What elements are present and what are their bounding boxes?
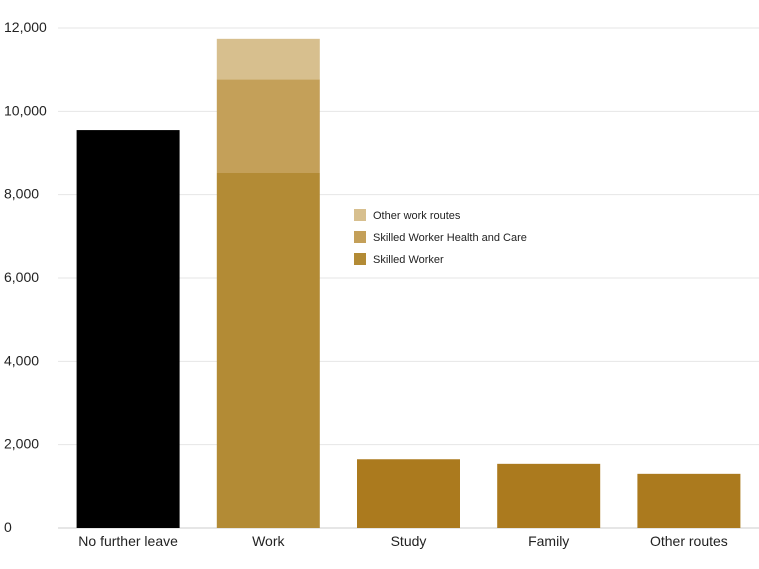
y-tick-label: 10,000 — [4, 102, 47, 118]
x-tick-label: Study — [391, 533, 427, 549]
legend-item: Skilled Worker Health and Care — [354, 231, 527, 244]
legend-label: Other work routes — [373, 210, 461, 222]
x-tick-label: Other routes — [650, 533, 728, 549]
y-tick-label: 2,000 — [4, 436, 39, 452]
bar-family — [497, 463, 601, 528]
bar-no-further-leave — [76, 130, 180, 529]
y-tick-label: 0 — [4, 519, 12, 535]
legend-swatch — [354, 209, 366, 221]
bar-segment-skilled-worker-health-and-care — [216, 79, 320, 173]
legend-item: Other work routes — [354, 209, 461, 222]
x-tick-label: No further leave — [78, 533, 178, 549]
bar-segment-skilled-worker — [216, 173, 320, 528]
y-tick-label: 8,000 — [4, 186, 39, 202]
legend-label: Skilled Worker — [373, 254, 444, 266]
x-axis-tick-labels: No further leave Work Study Family Other rou… — [78, 533, 728, 549]
x-tick-label: Family — [528, 533, 569, 549]
legend-label: Skilled Worker Health and Care — [373, 232, 527, 244]
x-tick-label: Work — [252, 533, 285, 549]
legend-swatch — [354, 253, 366, 265]
bar-other-routes — [637, 473, 741, 528]
y-tick-label: 6,000 — [4, 269, 39, 285]
bar-segment-other-work-routes — [216, 38, 320, 80]
y-tick-label: 4,000 — [4, 352, 39, 368]
bar-study — [357, 459, 460, 528]
y-tick-label: 12,000 — [4, 19, 47, 35]
legend: Other work routes Skilled Worker Health a… — [354, 209, 527, 266]
legend-swatch — [354, 231, 366, 243]
legend-item: Skilled Worker — [354, 253, 444, 266]
y-axis-tick-labels: 0 2,000 4,000 6,000 8,000 10,000 12,000 — [4, 19, 47, 535]
bars — [76, 38, 741, 529]
